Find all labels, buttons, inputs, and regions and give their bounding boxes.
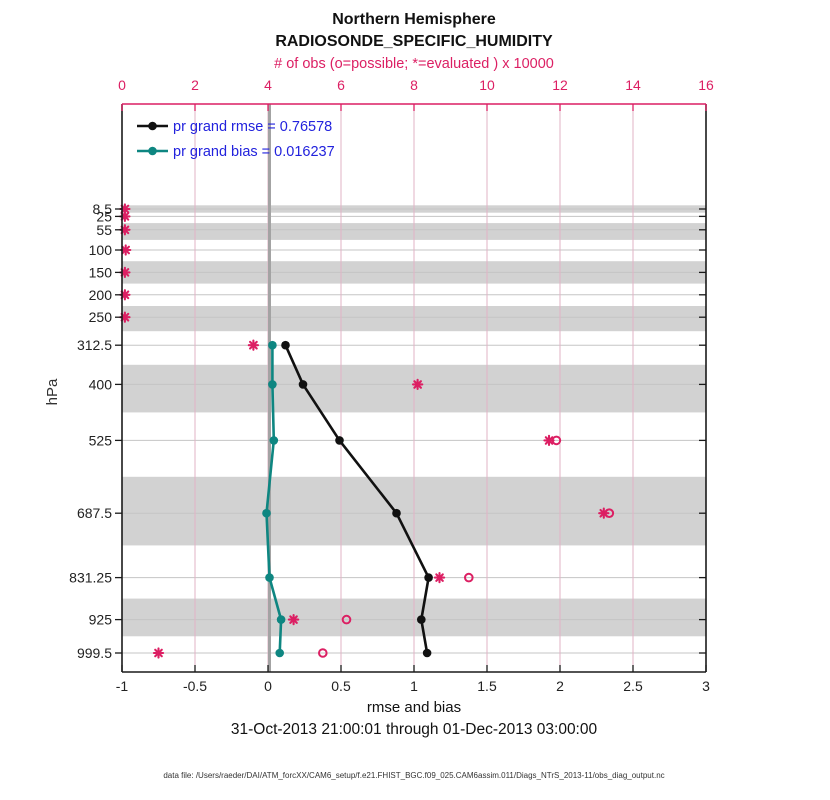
- pressure-level-label: 8.5: [93, 201, 113, 217]
- pressure-level-label: 150: [89, 264, 113, 280]
- bottom-tick-label: -1: [116, 678, 129, 694]
- left-axis-label: hPa: [44, 378, 61, 405]
- possible-obs-circle: [464, 572, 474, 583]
- pr-grand-rmse-marker: [298, 380, 308, 389]
- bottom-tick-label: 0: [264, 678, 272, 694]
- pressure-level-label: 25: [96, 208, 112, 224]
- star-ray: [544, 436, 554, 445]
- evaluated-obs-star: [247, 339, 260, 351]
- possible-obs-circle: [604, 508, 615, 519]
- pr-grand-bias-marker: [268, 380, 277, 389]
- date-range-label: 31-Oct-2013 21:00:01 through 01-Dec-2013…: [231, 721, 598, 738]
- legend-marker-sample: [148, 121, 157, 131]
- hemisphere-title: Northern Hemisphere: [332, 11, 496, 28]
- data-file-footer: data file: /Users/raeder/DAI/ATM_forcXX/…: [163, 771, 664, 780]
- pr-grand-bias-marker: [275, 648, 285, 658]
- top-tick-label: 2: [191, 77, 199, 93]
- pressure-level-label: 831.25: [69, 570, 112, 586]
- pressure-level-label: 687.5: [77, 505, 112, 521]
- pressure-level-label: 312.5: [77, 337, 112, 353]
- pressure-level-label: 400: [89, 376, 113, 392]
- possible-obs-circle: [551, 435, 562, 446]
- star-ray: [249, 340, 258, 350]
- pressure-level-label: 250: [89, 309, 113, 325]
- bottom-axis-label: rmse and bias: [367, 699, 461, 716]
- bottom-tick-label: 1.5: [477, 678, 497, 694]
- pressure-level-label: 925: [89, 612, 113, 628]
- top-tick-label: 12: [552, 77, 568, 93]
- legend: pr grand rmse = 0.76578 pr grand bias = 0…: [137, 119, 335, 160]
- observation-type-title: RADIOSONDE_SPECIFIC_HUMIDITY: [275, 33, 553, 50]
- evaluated-obs-star: [543, 434, 555, 447]
- star-ray: [121, 245, 130, 255]
- star-ray: [413, 380, 422, 389]
- legend-label: pr grand bias = 0.016237: [173, 144, 335, 160]
- legend-marker-sample: [148, 146, 157, 156]
- top-tick-label: 16: [698, 77, 714, 93]
- bottom-tick-label: 1: [410, 678, 418, 694]
- pr-grand-rmse-marker: [392, 508, 401, 518]
- top-tick-label: 4: [264, 77, 272, 93]
- pr-grand-rmse-marker: [281, 340, 290, 350]
- data-series-layer: [262, 340, 433, 658]
- star-ray: [435, 573, 444, 582]
- tick-marks-layer: [115, 104, 707, 672]
- pr-grand-bias-marker: [262, 508, 271, 518]
- top-tick-label: 14: [625, 77, 641, 93]
- possible-obs-circle: [341, 614, 352, 625]
- pressure-level-label: 100: [89, 242, 113, 258]
- top-tick-label: 8: [410, 77, 418, 93]
- top-tick-label: 0: [118, 77, 126, 93]
- evaluated-obs-star: [433, 571, 446, 584]
- pr-grand-bias-marker: [269, 436, 279, 445]
- pressure-level-label: 55: [96, 222, 112, 238]
- pr-grand-bias-marker: [268, 340, 277, 350]
- pr-grand-bias-marker: [265, 573, 274, 582]
- pr-grand-rmse-marker: [422, 648, 432, 658]
- pressure-level-label: 200: [89, 287, 113, 303]
- bottom-tick-label: 2: [556, 678, 564, 694]
- bottom-tick-label: 3: [702, 678, 710, 694]
- bottom-tick-label: 2.5: [623, 678, 643, 694]
- pressure-level-label: 999.5: [77, 645, 112, 661]
- evaluated-obs-star: [411, 378, 424, 391]
- pressure-level-label: 525: [89, 432, 113, 448]
- pr-grand-rmse-marker: [417, 615, 426, 624]
- pr-grand-bias-marker: [276, 615, 286, 624]
- pr-grand-rmse-marker: [335, 436, 344, 445]
- legend-item: pr grand bias = 0.016237: [137, 144, 335, 160]
- top-tick-label: 6: [337, 77, 345, 93]
- evaluated-obs-star: [287, 613, 300, 626]
- evaluated-obs-star: [152, 647, 165, 659]
- possible-obs-circle: [318, 648, 328, 658]
- star-ray: [289, 615, 298, 624]
- top-axis-label: # of obs (o=possible; *=evaluated ) x 10…: [274, 56, 554, 72]
- top-tick-label: 10: [479, 77, 495, 93]
- bottom-tick-label: -0.5: [183, 678, 207, 694]
- bottom-tick-label: 0.5: [331, 678, 351, 694]
- legend-item: pr grand rmse = 0.76578: [137, 119, 332, 135]
- star-ray: [154, 648, 163, 658]
- pr-grand-rmse-marker: [424, 573, 433, 582]
- legend-label: pr grand rmse = 0.76578: [173, 119, 332, 135]
